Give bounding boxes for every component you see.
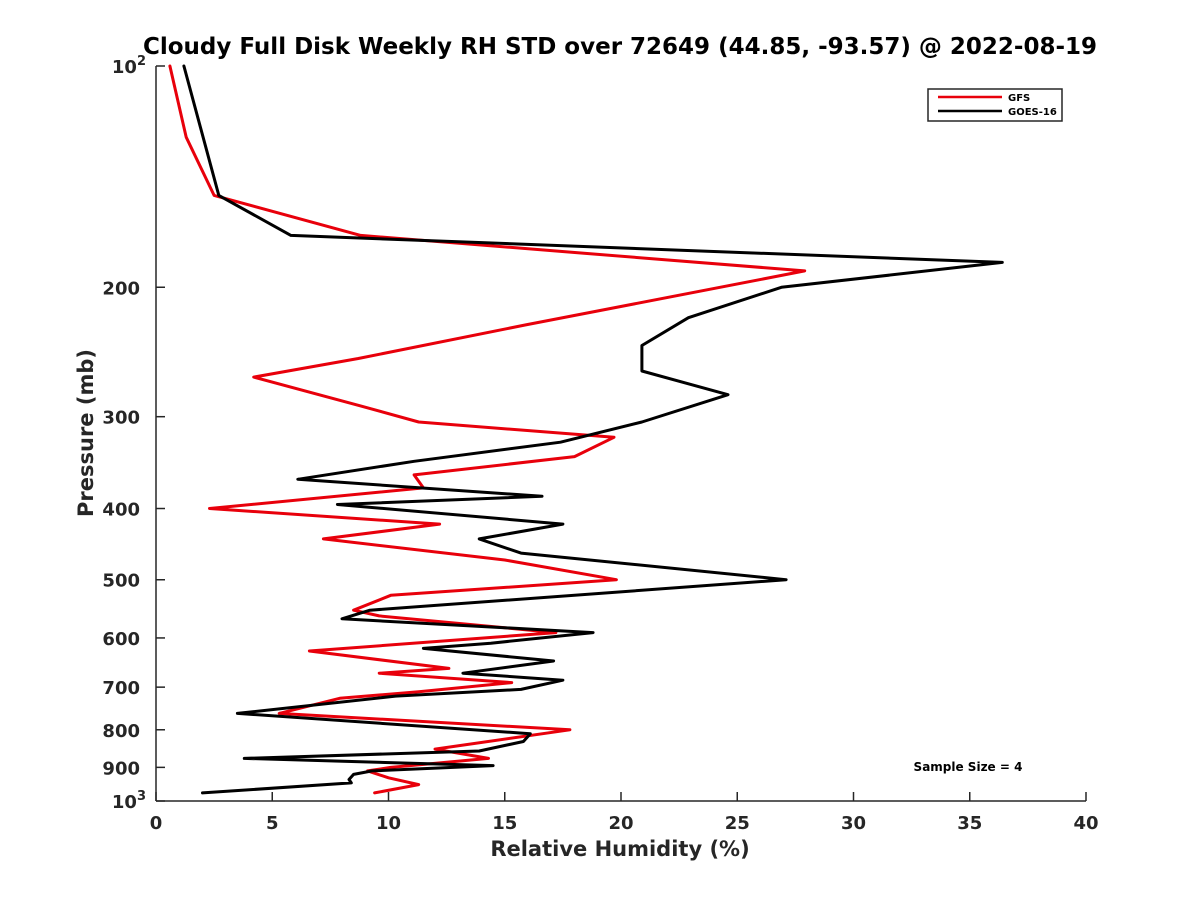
legend: GFS GOES-16 bbox=[927, 88, 1063, 122]
x-axis-label: Relative Humidity (%) bbox=[490, 837, 749, 861]
series-line-goes16 bbox=[182, 64, 1004, 795]
y-tick-label: 900 bbox=[102, 758, 140, 779]
x-tick-label: 25 bbox=[725, 813, 750, 834]
x-tick-label: 10 bbox=[376, 813, 401, 834]
y-tick-label: 700 bbox=[102, 678, 140, 699]
legend-label-gfs: GFS bbox=[1008, 93, 1030, 104]
x-tick-label: 30 bbox=[841, 813, 866, 834]
chart-title: Cloudy Full Disk Weekly RH STD over 7264… bbox=[143, 34, 1097, 60]
x-tick-label: 35 bbox=[957, 813, 982, 834]
plot-area: 0 5 10 15 20 25 30 35 40 102 200 300 400 500 600 700 80… bbox=[102, 54, 1098, 834]
x-tick-label: 40 bbox=[1073, 813, 1098, 834]
x-axis: 0 5 10 15 20 25 30 35 40 bbox=[150, 792, 1099, 834]
y-axis: 102 200 300 400 500 600 700 800 900 103 bbox=[102, 54, 165, 813]
legend-label-goes16: GOES-16 bbox=[1008, 107, 1057, 118]
y-tick-label: 600 bbox=[102, 629, 140, 650]
y-axis-label: Pressure (mb) bbox=[74, 349, 98, 517]
x-tick-label: 15 bbox=[492, 813, 517, 834]
y-tick-label: 102 bbox=[112, 54, 146, 78]
y-tick-label: 200 bbox=[102, 278, 140, 299]
x-tick-label: 0 bbox=[150, 813, 163, 834]
x-tick-label: 20 bbox=[608, 813, 633, 834]
y-tick-label: 300 bbox=[102, 408, 140, 429]
series-layer bbox=[168, 64, 1004, 795]
y-tick-label: 400 bbox=[102, 500, 140, 521]
y-tick-label: 500 bbox=[102, 571, 140, 592]
y-tick-label: 800 bbox=[102, 721, 140, 742]
x-tick-label: 5 bbox=[266, 813, 279, 834]
y-tick-label: 103 bbox=[112, 789, 146, 813]
sample-size-annotation: Sample Size = 4 bbox=[914, 760, 1023, 774]
series-line-gfs bbox=[168, 64, 807, 795]
legend-box bbox=[927, 88, 1063, 122]
